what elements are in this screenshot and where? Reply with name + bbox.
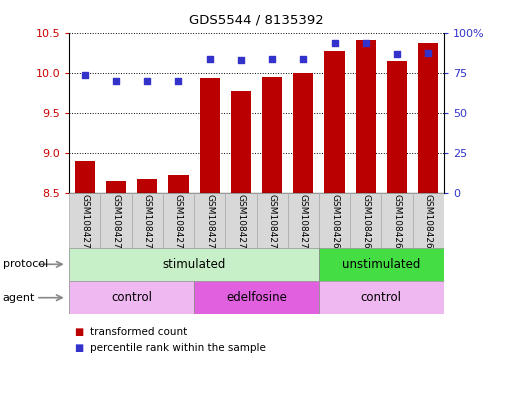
Text: GSM1084272: GSM1084272 xyxy=(81,194,89,255)
Text: control: control xyxy=(361,291,402,304)
Text: unstimulated: unstimulated xyxy=(342,258,421,271)
Text: GSM1084279: GSM1084279 xyxy=(299,194,308,255)
Text: GSM1084262: GSM1084262 xyxy=(392,194,402,255)
Bar xyxy=(101,193,132,248)
Text: ■: ■ xyxy=(74,327,84,337)
Text: transformed count: transformed count xyxy=(90,327,187,337)
Text: percentile rank within the sample: percentile rank within the sample xyxy=(90,343,266,353)
Text: GSM1084277: GSM1084277 xyxy=(236,194,245,255)
Text: GSM1084263: GSM1084263 xyxy=(424,194,432,255)
Bar xyxy=(262,77,282,193)
Point xyxy=(424,50,432,56)
Bar xyxy=(319,193,350,248)
Text: GSM1084273: GSM1084273 xyxy=(111,194,121,255)
Point xyxy=(112,78,120,84)
Text: control: control xyxy=(111,291,152,304)
Point xyxy=(81,72,89,78)
Text: agent: agent xyxy=(3,293,35,303)
Bar xyxy=(168,175,189,193)
Point xyxy=(299,56,307,62)
Bar xyxy=(412,193,444,248)
Bar xyxy=(75,161,95,193)
Bar xyxy=(256,193,288,248)
Bar xyxy=(137,179,157,193)
Bar xyxy=(324,51,345,193)
Point xyxy=(393,51,401,57)
Bar xyxy=(381,193,412,248)
Bar xyxy=(163,193,194,248)
Text: GSM1084260: GSM1084260 xyxy=(330,194,339,255)
Text: GSM1084276: GSM1084276 xyxy=(205,194,214,255)
Bar xyxy=(356,40,376,193)
Text: edelfosine: edelfosine xyxy=(226,291,287,304)
Text: stimulated: stimulated xyxy=(163,258,226,271)
Point xyxy=(143,78,151,84)
Text: protocol: protocol xyxy=(3,259,48,269)
Bar xyxy=(418,43,438,193)
Point xyxy=(268,56,276,62)
Text: ■: ■ xyxy=(74,343,84,353)
Bar xyxy=(387,61,407,193)
Text: GDS5544 / 8135392: GDS5544 / 8135392 xyxy=(189,14,324,27)
Point xyxy=(206,56,214,62)
Point xyxy=(237,57,245,64)
Bar xyxy=(200,78,220,193)
Bar xyxy=(231,91,251,193)
Bar xyxy=(288,193,319,248)
Bar xyxy=(319,248,444,281)
Bar xyxy=(293,73,313,193)
Bar xyxy=(194,281,319,314)
Text: GSM1084275: GSM1084275 xyxy=(174,194,183,255)
Point xyxy=(362,40,370,46)
Bar xyxy=(69,281,194,314)
Bar xyxy=(69,193,101,248)
Text: GSM1084274: GSM1084274 xyxy=(143,194,152,255)
Bar xyxy=(319,281,444,314)
Bar xyxy=(350,193,381,248)
Point xyxy=(330,40,339,46)
Bar xyxy=(106,181,126,193)
Bar xyxy=(194,193,225,248)
Bar xyxy=(225,193,256,248)
Bar xyxy=(132,193,163,248)
Bar xyxy=(69,248,319,281)
Text: GSM1084261: GSM1084261 xyxy=(361,194,370,255)
Text: GSM1084278: GSM1084278 xyxy=(268,194,277,255)
Point xyxy=(174,78,183,84)
